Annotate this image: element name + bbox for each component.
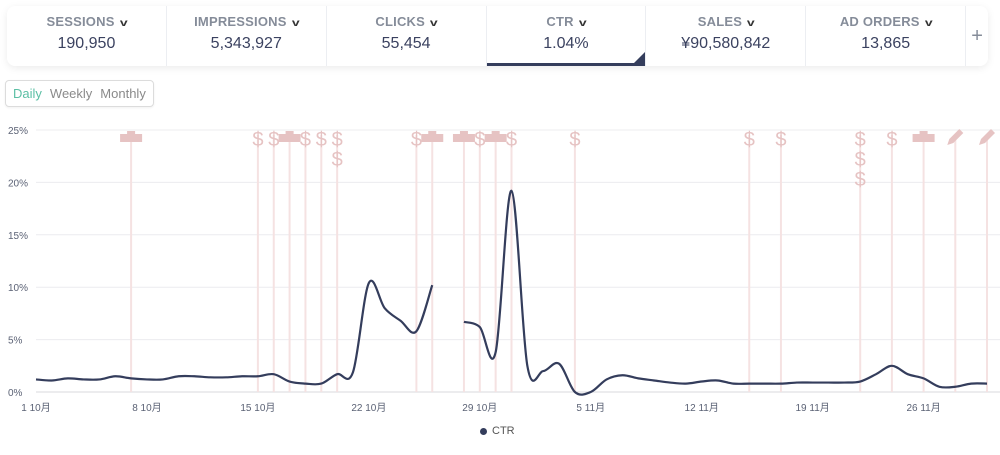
chevron-down-icon[interactable]: v bbox=[291, 18, 300, 29]
metric-value: 13,865 bbox=[861, 35, 911, 52]
y-tick-label: 0% bbox=[8, 388, 23, 399]
chevron-down-icon[interactable]: v bbox=[578, 18, 587, 29]
dollar-icon: $ bbox=[569, 129, 580, 151]
metric-value: ¥90,580,842 bbox=[681, 35, 771, 52]
ctr-series-line bbox=[463, 189, 988, 396]
dollar-icon: $ bbox=[268, 129, 279, 151]
granularity-toggle: Daily Weekly Monthly bbox=[5, 80, 154, 107]
chevron-down-icon[interactable]: v bbox=[119, 18, 128, 29]
x-tick-label: 22 10月 bbox=[351, 402, 386, 414]
granularity-weekly[interactable]: Weekly bbox=[49, 86, 93, 101]
active-indicator bbox=[486, 63, 646, 66]
metric-ctr[interactable]: CTR v 1.04% bbox=[486, 6, 647, 66]
dollar-icon: $ bbox=[474, 129, 485, 151]
chart-legend[interactable]: CTR bbox=[480, 425, 515, 437]
active-corner bbox=[631, 52, 646, 66]
metric-value: 1.04% bbox=[543, 35, 589, 52]
add-metric-button[interactable]: + bbox=[971, 24, 983, 47]
granularity-monthly[interactable]: Monthly bbox=[100, 86, 146, 101]
x-tick-label: 29 10月 bbox=[462, 402, 497, 414]
granularity-daily[interactable]: Daily bbox=[13, 86, 42, 101]
metric-label: SESSIONS bbox=[46, 14, 115, 29]
podium-icon bbox=[278, 131, 301, 142]
metric-label: SALES bbox=[697, 14, 743, 29]
metric-clicks[interactable]: CLICKS v 55,454 bbox=[327, 6, 487, 66]
dollar-icon: $ bbox=[855, 129, 866, 151]
y-tick-label: 5% bbox=[8, 336, 23, 347]
podium-icon bbox=[120, 131, 143, 142]
x-tick-label: 12 11月 bbox=[685, 402, 719, 414]
metric-impressions[interactable]: IMPRESSIONS v 5,343,927 bbox=[167, 6, 327, 66]
x-tick-label: 5 11月 bbox=[576, 402, 605, 414]
legend-label: CTR bbox=[492, 425, 515, 437]
y-tick-label: 25% bbox=[8, 126, 28, 137]
podium-icon bbox=[452, 131, 475, 142]
dollar-icon: $ bbox=[855, 169, 866, 191]
ctr-series-line bbox=[35, 279, 434, 386]
metric-value: 190,950 bbox=[57, 35, 116, 52]
metric-label: IMPRESSIONS bbox=[194, 14, 287, 29]
metric-label: AD ORDERS bbox=[839, 14, 920, 29]
metric-value: 55,454 bbox=[381, 35, 431, 52]
x-tick-label: 26 11月 bbox=[906, 402, 940, 414]
podium-icon bbox=[484, 131, 507, 142]
metric-label: CLICKS bbox=[375, 14, 426, 29]
metric-value: 5,343,927 bbox=[210, 35, 282, 52]
metric-ad-orders[interactable]: AD ORDERS v 13,865 bbox=[806, 6, 967, 66]
chevron-down-icon[interactable]: v bbox=[429, 18, 438, 29]
dollar-icon: $ bbox=[300, 129, 311, 151]
dollar-icon: $ bbox=[775, 129, 786, 151]
pencil-icon bbox=[979, 129, 995, 145]
dollar-icon: $ bbox=[411, 129, 422, 151]
podium-icon bbox=[421, 131, 444, 142]
dollar-icon: $ bbox=[316, 129, 327, 151]
dollar-icon: $ bbox=[252, 129, 263, 151]
legend-dot bbox=[480, 427, 487, 435]
metric-cards: SESSIONS v 190,950 IMPRESSIONS v 5,343,927 C… bbox=[7, 6, 988, 66]
pencil-icon bbox=[947, 129, 964, 145]
x-tick-label: 15 10月 bbox=[240, 402, 275, 414]
metric-sessions[interactable]: SESSIONS v 190,950 bbox=[7, 6, 167, 66]
dollar-icon: $ bbox=[506, 129, 517, 151]
chevron-down-icon[interactable]: v bbox=[746, 18, 755, 29]
y-tick-label: 10% bbox=[8, 283, 28, 294]
dollar-icon: $ bbox=[332, 129, 343, 151]
y-tick-label: 20% bbox=[8, 178, 28, 189]
x-tick-label: 1 10月 bbox=[21, 402, 50, 414]
dollar-icon: $ bbox=[744, 129, 755, 151]
chevron-down-icon[interactable]: v bbox=[924, 18, 933, 29]
metric-sales[interactable]: SALES v ¥90,580,842 bbox=[646, 6, 807, 66]
dollar-icon: $ bbox=[886, 129, 897, 151]
y-tick-label: 15% bbox=[8, 231, 28, 242]
x-tick-label: 19 11月 bbox=[796, 402, 830, 414]
dollar-icon: $ bbox=[332, 149, 343, 171]
podium-icon bbox=[912, 131, 935, 142]
metric-label: CTR bbox=[546, 14, 574, 29]
x-tick-label: 8 10月 bbox=[132, 402, 161, 414]
dollar-icon: $ bbox=[855, 149, 866, 171]
